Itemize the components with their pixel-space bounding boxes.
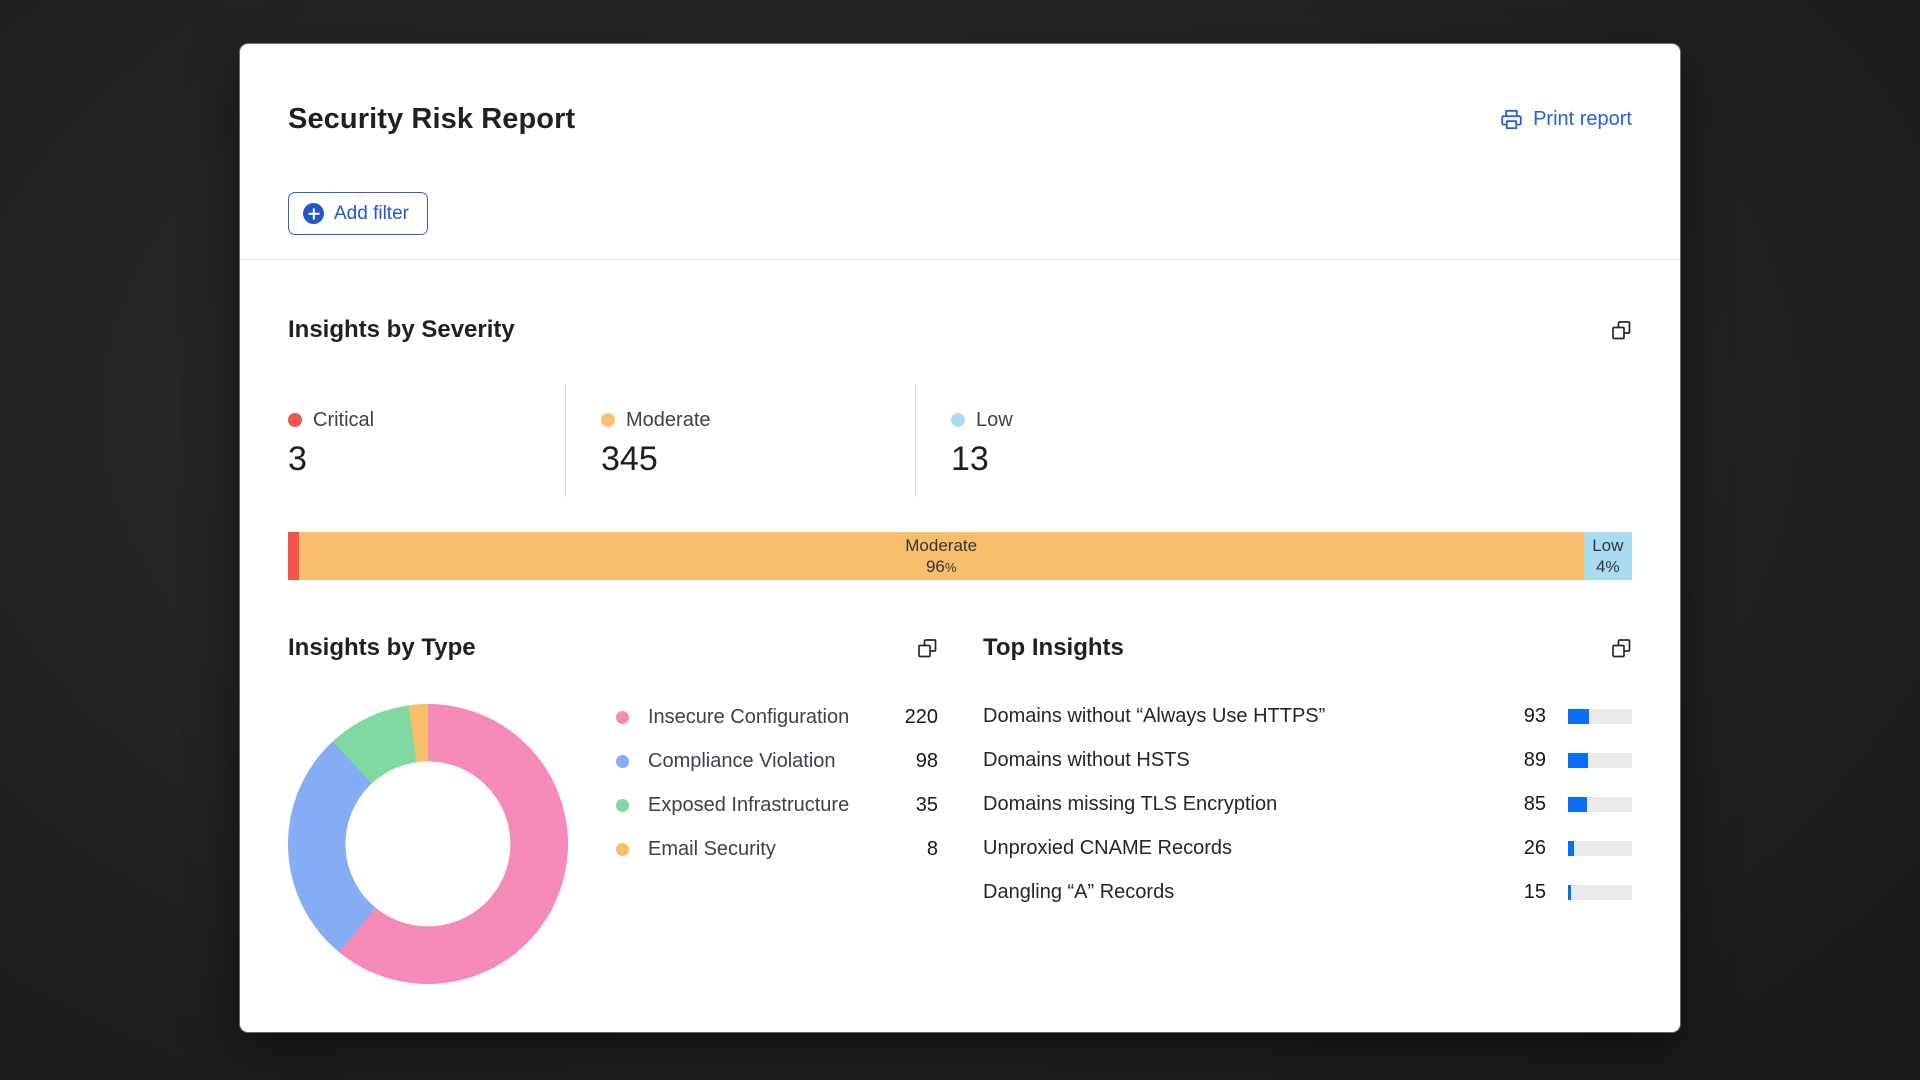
severity-stat-critical: Critical 3 <box>288 384 565 497</box>
severity-stat-label: Critical <box>313 408 375 431</box>
type-section-title: Insights by Type <box>288 634 476 661</box>
bar-segment-label: Low <box>1592 535 1624 555</box>
plus-icon <box>303 203 324 224</box>
type-copy-button[interactable] <box>917 638 938 659</box>
copy-icon <box>1611 638 1632 662</box>
severity-section-title: Insights by Severity <box>288 316 515 343</box>
security-risk-report-card: Security Risk Report Print report Add fi… <box>240 44 1680 1032</box>
insight-label: Domains missing TLS Encryption <box>983 792 1278 815</box>
top-insights-header: Top Insights <box>983 633 1632 663</box>
insight-label: Domains without “Always Use HTTPS” <box>983 704 1326 727</box>
insight-bar-fill <box>1568 708 1590 724</box>
severity-stat-low: Low 13 <box>915 384 1632 497</box>
insight-row: Domains missing TLS Encryption 85 <box>983 792 1632 816</box>
insight-bar-track <box>1568 884 1632 900</box>
top-insights-list: Domains without “Always Use HTTPS” 93 Do… <box>983 704 1632 904</box>
legend-item: Insecure Configuration 220 <box>616 705 938 729</box>
insight-value: 93 <box>1523 704 1546 727</box>
severity-stacked-bar: Moderate 96% Low 4% <box>288 532 1632 580</box>
bottom-grid: Insights by Type <box>240 633 1680 984</box>
top-insights-section: Top Insights Domains without “Always Use… <box>983 633 1632 984</box>
insight-bar-track <box>1568 796 1632 812</box>
severity-section-header: Insights by Severity <box>288 315 1632 345</box>
severity-stat-dot <box>288 413 302 427</box>
type-section-header: Insights by Type <box>288 633 938 663</box>
insight-value: 85 <box>1523 792 1546 815</box>
insight-bar-fill <box>1568 884 1572 900</box>
severity-stat-dot <box>601 413 615 427</box>
insight-label: Unproxied CNAME Records <box>983 836 1232 859</box>
type-legend: Insecure Configuration 220 Compliance Vi… <box>616 705 938 881</box>
type-content: Insecure Configuration 220 Compliance Vi… <box>288 704 938 984</box>
insights-by-type-donut-chart <box>288 704 568 984</box>
severity-stat-label: Low <box>976 408 1013 431</box>
legend-label: Compliance Violation <box>648 749 836 772</box>
legend-label: Exposed Infrastructure <box>648 793 850 816</box>
insight-bar-track <box>1568 840 1632 856</box>
insight-bar-fill <box>1568 796 1588 812</box>
legend-value: 98 <box>915 749 938 772</box>
insight-row: Unproxied CNAME Records 26 <box>983 836 1632 860</box>
top-insights-title: Top Insights <box>983 634 1124 661</box>
bar-segment-percent: 4% <box>1595 556 1620 576</box>
legend-dot <box>616 754 629 768</box>
severity-bar-segment: Low 4% <box>1583 532 1632 580</box>
page-title: Security Risk Report <box>288 103 576 135</box>
insights-by-severity-section: Insights by Severity Critical <box>240 315 1680 580</box>
insight-bar-fill <box>1568 840 1574 856</box>
insight-label: Dangling “A” Records <box>983 880 1175 903</box>
filter-row: Add filter <box>240 192 1680 235</box>
severity-stat-moderate: Moderate 345 <box>565 384 915 497</box>
card-header: Security Risk Report Print report <box>240 44 1680 136</box>
severity-copy-button[interactable] <box>1611 320 1632 341</box>
severity-stat-label: Moderate <box>626 408 711 431</box>
insight-row: Domains without HSTS 89 <box>983 748 1632 772</box>
print-report-label: Print report <box>1533 107 1632 130</box>
severity-stat-value: 13 <box>951 440 989 478</box>
severity-stat-value: 345 <box>601 440 658 478</box>
legend-value: 220 <box>904 705 938 728</box>
legend-item: Exposed Infrastructure 35 <box>616 793 938 817</box>
legend-label: Email Security <box>648 837 776 860</box>
header-divider <box>240 259 1680 260</box>
legend-item: Compliance Violation 98 <box>616 749 938 773</box>
legend-value: 8 <box>926 837 938 860</box>
insight-label: Domains without HSTS <box>983 748 1190 771</box>
print-report-link[interactable]: Print report <box>1500 108 1632 131</box>
copy-icon <box>917 638 938 662</box>
top-insights-copy-button[interactable] <box>1611 638 1632 659</box>
add-filter-button[interactable]: Add filter <box>288 192 428 235</box>
severity-bar-segment: Moderate 96% <box>298 532 1584 580</box>
insight-row: Domains without “Always Use HTTPS” 93 <box>983 704 1632 728</box>
legend-label: Insecure Configuration <box>648 705 850 728</box>
legend-dot <box>616 798 629 812</box>
severity-stat-value: 3 <box>288 440 307 478</box>
severity-stats-row: Critical 3 Moderate 345 Low 1 <box>288 384 1632 497</box>
severity-bar-segment <box>288 532 299 580</box>
insights-by-type-section: Insights by Type <box>288 633 938 984</box>
insight-bar-track <box>1568 752 1632 768</box>
bar-segment-percent: 96% <box>925 556 957 576</box>
legend-value: 35 <box>915 793 938 816</box>
insight-value: 15 <box>1523 880 1546 903</box>
legend-item: Email Security 8 <box>616 837 938 861</box>
add-filter-label: Add filter <box>334 202 409 224</box>
legend-dot <box>616 710 629 724</box>
severity-stat-dot <box>951 413 965 427</box>
insight-bar-track <box>1568 708 1632 724</box>
insight-value: 89 <box>1523 748 1546 771</box>
legend-dot <box>616 842 629 856</box>
insight-bar-fill <box>1568 752 1588 768</box>
copy-icon <box>1611 320 1632 344</box>
printer-icon <box>1500 108 1523 131</box>
bar-segment-label: Moderate <box>905 535 978 555</box>
insight-value: 26 <box>1523 836 1546 859</box>
insight-row: Dangling “A” Records 15 <box>983 880 1632 904</box>
